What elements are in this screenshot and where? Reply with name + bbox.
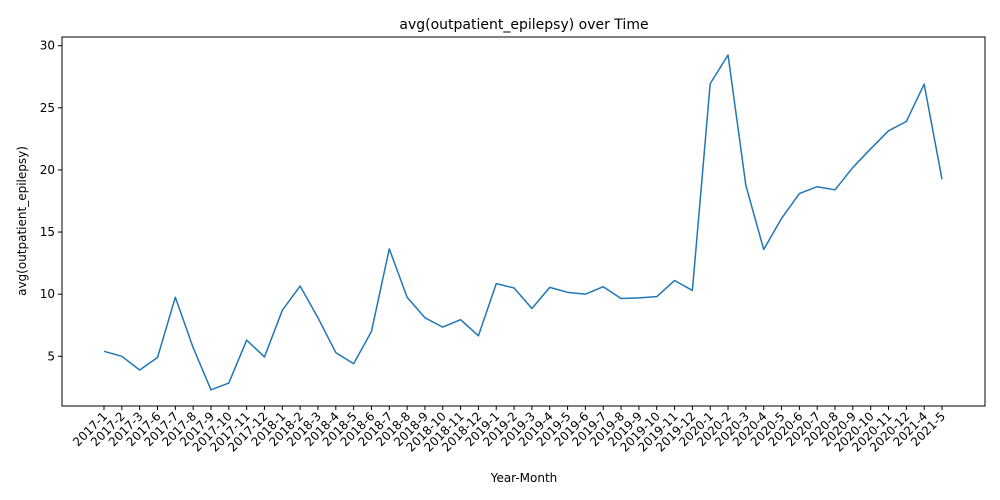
chart-title: avg(outpatient_epilepsy) over Time	[399, 17, 648, 33]
y-axis-ticks: 5 10 15 20 25 30	[40, 39, 62, 363]
x-axis-title: Year-Month	[490, 471, 558, 485]
y-axis-title: avg(outpatient_epilepsy)	[15, 146, 29, 296]
plot-frame	[61, 36, 986, 407]
y-tick-label: 5	[47, 349, 55, 363]
y-tick-label: 30	[40, 39, 55, 53]
y-tick-label: 15	[40, 225, 55, 239]
series-line	[103, 54, 943, 391]
y-tick-label: 20	[40, 163, 55, 177]
series-layer	[103, 54, 943, 391]
y-tick-label: 10	[40, 287, 55, 301]
y-tick-label: 25	[40, 101, 55, 115]
